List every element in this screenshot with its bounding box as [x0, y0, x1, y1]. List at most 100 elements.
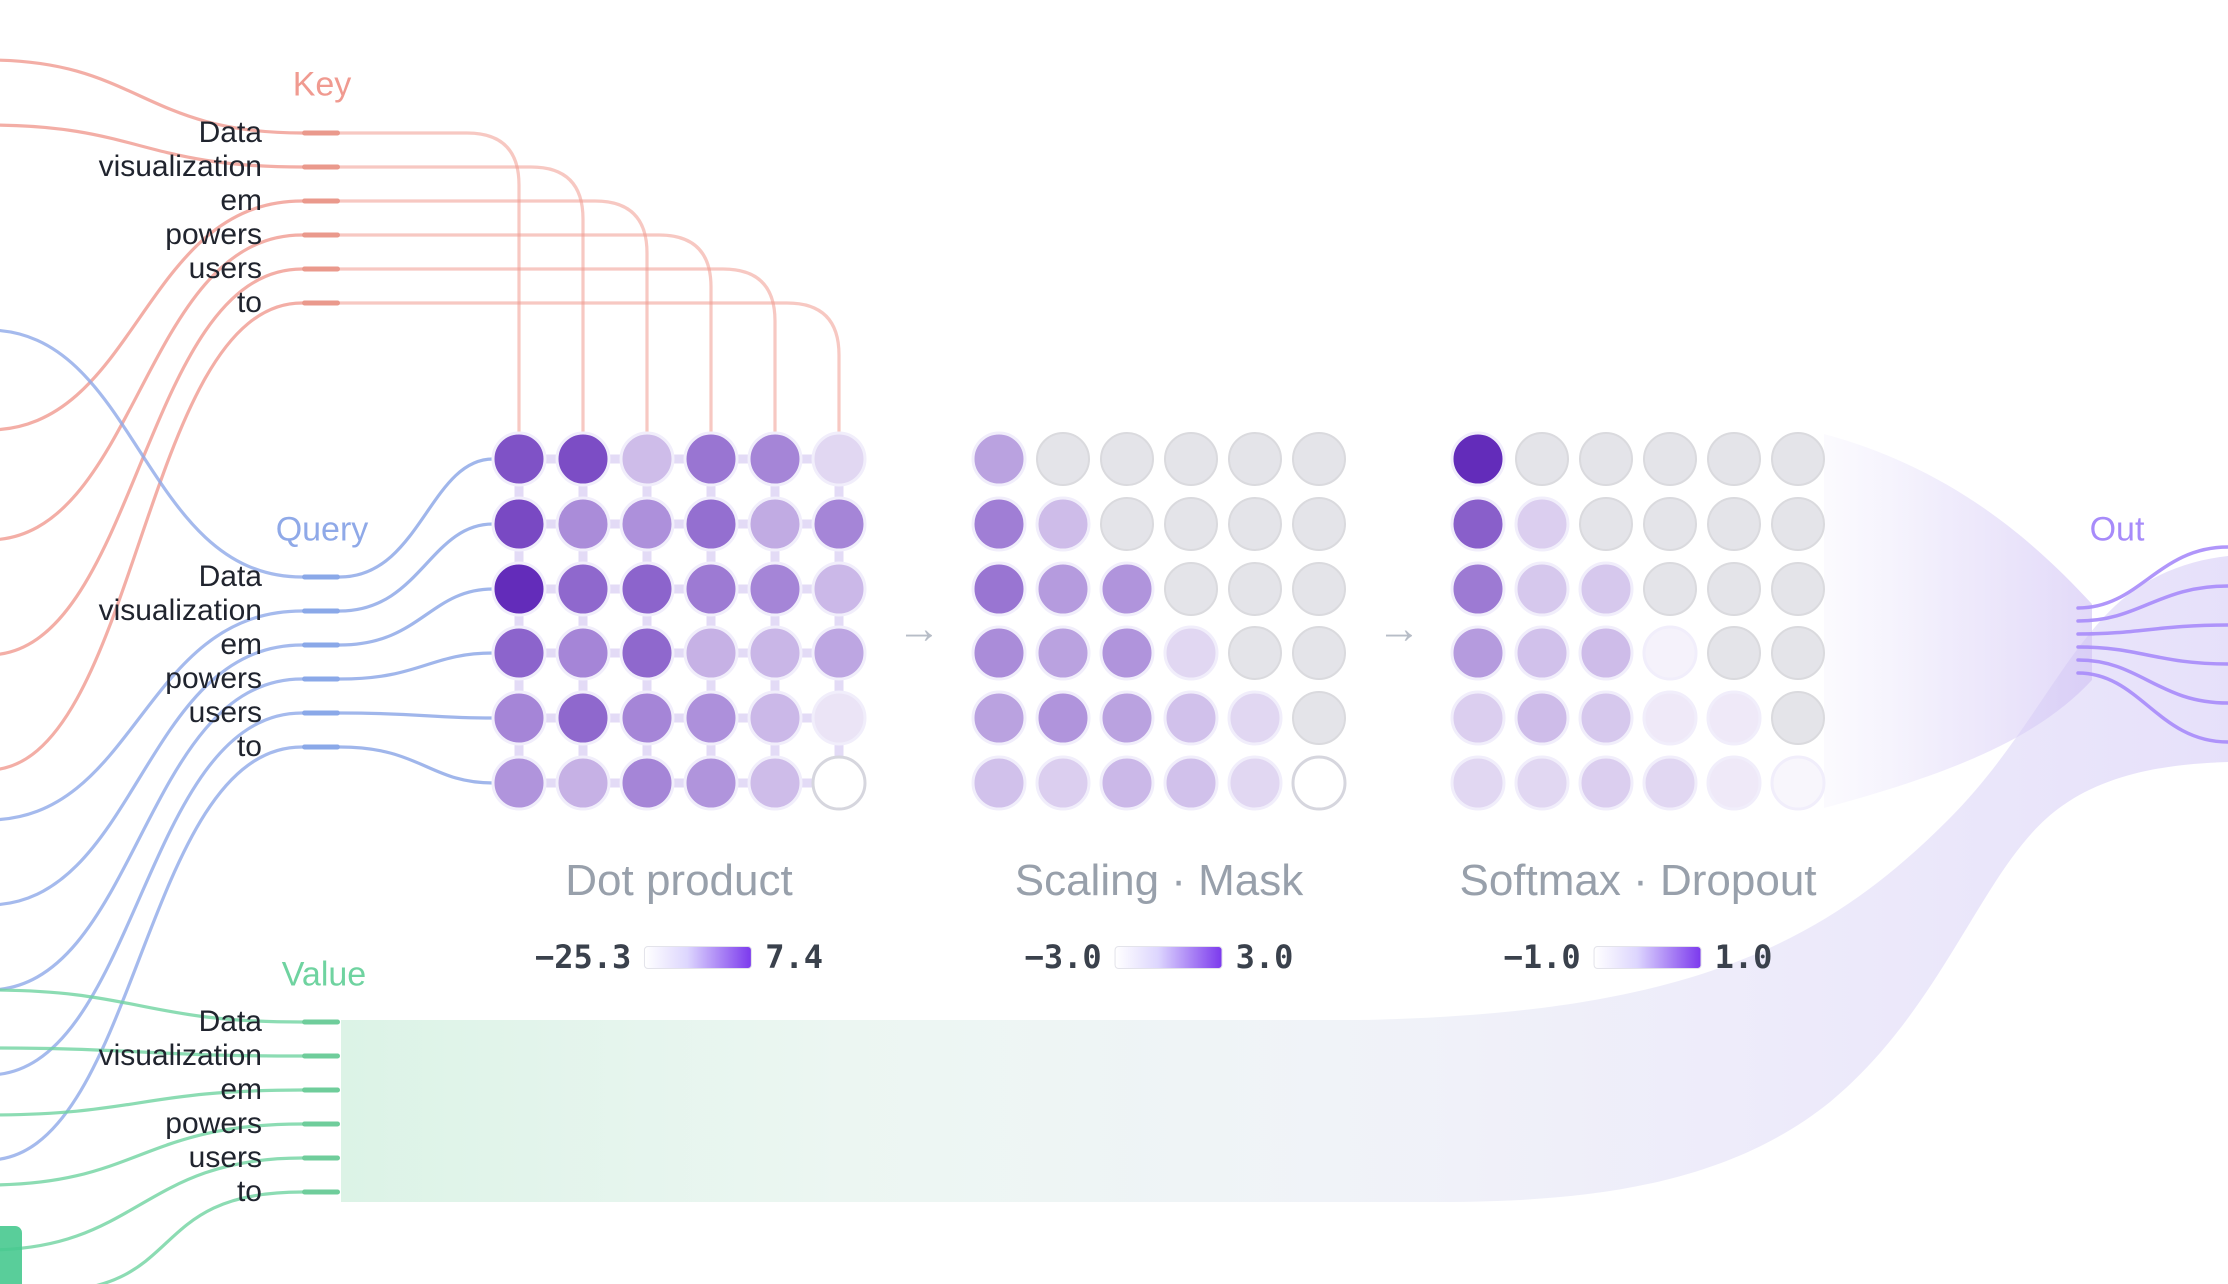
matrix-cell[interactable]	[811, 690, 867, 746]
matrix-cell[interactable]	[1164, 432, 1218, 486]
matrix-cell[interactable]	[1643, 497, 1697, 551]
matrix-cell[interactable]	[1292, 562, 1346, 616]
matrix-cell[interactable]	[1163, 625, 1219, 681]
matrix-cell[interactable]	[1036, 432, 1090, 486]
key-token[interactable]: users	[188, 252, 262, 285]
matrix-cell[interactable]	[555, 755, 611, 811]
matrix-cell[interactable]	[1292, 497, 1346, 551]
matrix-cell[interactable]	[1035, 755, 1091, 811]
key-token[interactable]: visualization	[98, 150, 262, 183]
query-token[interactable]: visualization	[98, 594, 262, 627]
matrix-cell[interactable]	[1642, 690, 1698, 746]
matrix-cell[interactable]	[683, 431, 739, 487]
matrix-cell[interactable]	[1514, 496, 1570, 552]
matrix-cell[interactable]	[1771, 562, 1825, 616]
matrix-cell[interactable]	[555, 561, 611, 617]
query-token[interactable]: users	[188, 696, 262, 729]
matrix-cell[interactable]	[1579, 432, 1633, 486]
matrix-cell[interactable]	[1164, 497, 1218, 551]
matrix-cell[interactable]	[1770, 755, 1826, 811]
matrix-cell[interactable]	[1707, 626, 1761, 680]
matrix-cell[interactable]	[1035, 496, 1091, 552]
matrix-cell[interactable]	[619, 690, 675, 746]
matrix-cell[interactable]	[1707, 497, 1761, 551]
matrix-cell[interactable]	[747, 431, 803, 487]
matrix-cell[interactable]	[811, 431, 867, 487]
matrix-cell[interactable]	[1771, 432, 1825, 486]
matrix-cell[interactable]	[747, 496, 803, 552]
matrix-cell[interactable]	[1228, 562, 1282, 616]
matrix-cell[interactable]	[1642, 625, 1698, 681]
matrix-cell[interactable]	[1771, 691, 1825, 745]
value-token[interactable]: to	[236, 1175, 262, 1208]
matrix-cell[interactable]	[1578, 625, 1634, 681]
key-token[interactable]: powers	[165, 218, 262, 251]
value-token[interactable]: Data	[198, 1005, 262, 1038]
matrix-cell[interactable]	[491, 431, 547, 487]
matrix-cell[interactable]	[619, 755, 675, 811]
matrix-cell[interactable]	[1100, 497, 1154, 551]
matrix-cell[interactable]	[1100, 432, 1154, 486]
matrix-cell[interactable]	[1164, 562, 1218, 616]
matrix-cell[interactable]	[971, 755, 1027, 811]
matrix-cell[interactable]	[1228, 497, 1282, 551]
matrix-cell[interactable]	[491, 690, 547, 746]
matrix-cell[interactable]	[1450, 431, 1506, 487]
matrix-cell[interactable]	[1450, 755, 1506, 811]
matrix-cell[interactable]	[1099, 561, 1155, 617]
matrix-cell[interactable]	[1292, 626, 1346, 680]
matrix-cell[interactable]	[1450, 561, 1506, 617]
matrix-cell[interactable]	[811, 496, 867, 552]
matrix-cell[interactable]	[491, 625, 547, 681]
matrix-cell[interactable]	[683, 561, 739, 617]
matrix-cell[interactable]	[1163, 690, 1219, 746]
matrix-cell[interactable]	[971, 690, 1027, 746]
matrix-cell[interactable]	[971, 561, 1027, 617]
matrix-cell[interactable]	[1227, 755, 1283, 811]
value-token[interactable]: visualization	[98, 1039, 262, 1072]
matrix-cell[interactable]	[555, 625, 611, 681]
matrix-cell[interactable]	[1515, 432, 1569, 486]
matrix-cell[interactable]	[747, 625, 803, 681]
matrix-cell[interactable]	[811, 561, 867, 617]
matrix-cell[interactable]	[1450, 625, 1506, 681]
matrix-cell[interactable]	[1035, 690, 1091, 746]
matrix-cell[interactable]	[1227, 690, 1283, 746]
matrix-cell[interactable]	[619, 431, 675, 487]
matrix-cell[interactable]	[1450, 690, 1506, 746]
matrix-cell[interactable]	[1642, 755, 1698, 811]
matrix-cell[interactable]	[619, 496, 675, 552]
matrix-cell[interactable]	[491, 755, 547, 811]
matrix-cell[interactable]	[1514, 561, 1570, 617]
query-token[interactable]: Data	[198, 560, 262, 593]
matrix-cell[interactable]	[555, 690, 611, 746]
matrix-cell[interactable]	[683, 625, 739, 681]
matrix-cell[interactable]	[1099, 755, 1155, 811]
matrix-cell[interactable]	[1035, 625, 1091, 681]
matrix-cell[interactable]	[1706, 755, 1762, 811]
matrix-cell[interactable]	[1228, 432, 1282, 486]
matrix-cell[interactable]	[1163, 755, 1219, 811]
matrix-cell[interactable]	[1771, 626, 1825, 680]
matrix-cell[interactable]	[491, 496, 547, 552]
matrix-cell[interactable]	[811, 755, 867, 811]
key-token[interactable]: em	[220, 184, 262, 217]
matrix-cell[interactable]	[1291, 755, 1347, 811]
query-token[interactable]: powers	[165, 662, 262, 695]
matrix-cell[interactable]	[1578, 755, 1634, 811]
matrix-cell[interactable]	[555, 431, 611, 487]
matrix-cell[interactable]	[1099, 625, 1155, 681]
matrix-cell[interactable]	[1706, 690, 1762, 746]
matrix-cell[interactable]	[747, 561, 803, 617]
matrix-cell[interactable]	[683, 690, 739, 746]
value-token[interactable]: powers	[165, 1107, 262, 1140]
matrix-cell[interactable]	[555, 496, 611, 552]
matrix-cell[interactable]	[971, 496, 1027, 552]
matrix-cell[interactable]	[1771, 497, 1825, 551]
matrix-cell[interactable]	[1514, 690, 1570, 746]
matrix-cell[interactable]	[1514, 755, 1570, 811]
matrix-cell[interactable]	[683, 755, 739, 811]
matrix-cell[interactable]	[971, 431, 1027, 487]
matrix-cell[interactable]	[1707, 432, 1761, 486]
matrix-cell[interactable]	[1292, 691, 1346, 745]
